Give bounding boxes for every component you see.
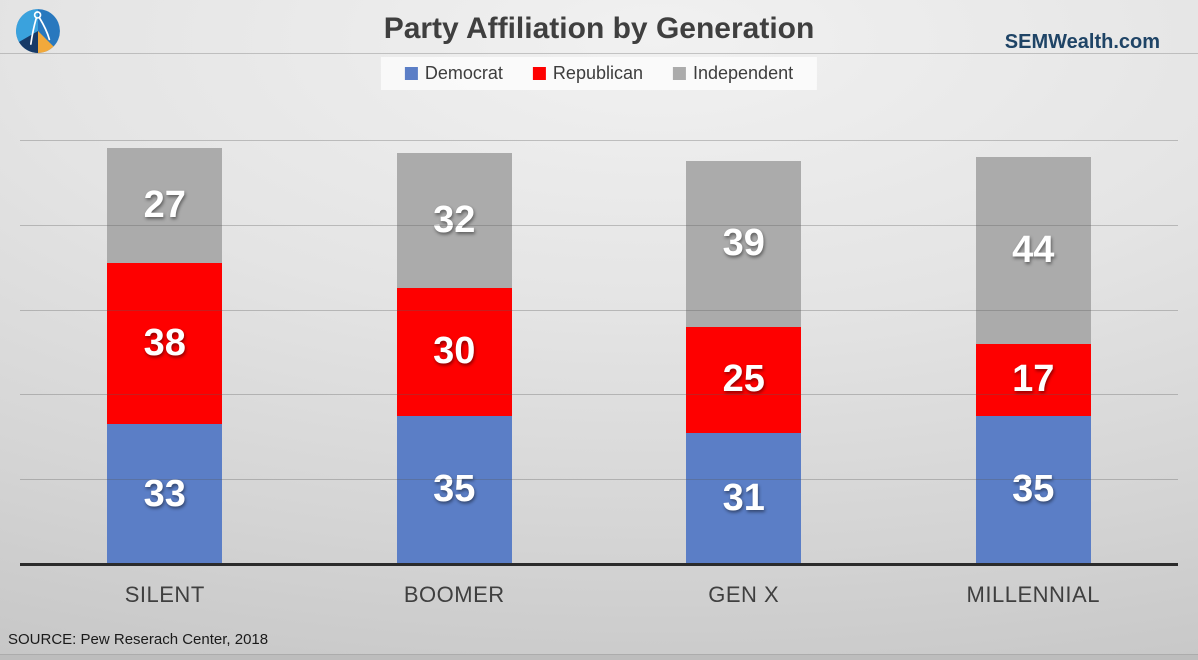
gridline	[20, 224, 1178, 226]
source-note: SOURCE: Pew Reserach Center, 2018	[8, 631, 269, 648]
page-title: Party Affiliation by Generation	[383, 12, 815, 45]
bar-segment-label: 32	[433, 199, 476, 242]
bar-segment: 38	[107, 262, 223, 425]
bar-segment-label: 35	[1012, 468, 1055, 511]
bar-segment-label: 35	[433, 468, 476, 511]
bar-segment-label: 38	[143, 322, 186, 364]
bar-segment: 35	[975, 415, 1091, 564]
gridline	[20, 309, 1178, 311]
legend-item-republican: Republican	[532, 63, 643, 84]
bar-segment-label: 44	[1012, 228, 1055, 271]
bar-segment: 32	[396, 152, 512, 289]
bar-segment: 27	[107, 148, 223, 263]
bar-segment-label: 30	[433, 330, 476, 373]
bar-segment-label: 33	[143, 472, 186, 515]
bar-segment: 31	[686, 432, 802, 564]
bar-segment: 33	[107, 424, 223, 564]
bar-segment: 30	[396, 288, 512, 416]
bar-segment: 35	[396, 415, 512, 564]
legend-item-independent: Independent	[672, 63, 794, 84]
brand-link[interactable]: SEMWealth.com	[1004, 31, 1160, 53]
legend-item-label: Independent	[692, 63, 794, 83]
bar-segment-label: 27	[143, 184, 186, 227]
category-label: GEN X	[708, 582, 780, 607]
category-label: BOOMER	[403, 582, 505, 607]
bar-segment: 17	[975, 343, 1091, 416]
bar-segment: 25	[686, 326, 802, 433]
bar-segment: 39	[686, 161, 802, 327]
footer-strip	[0, 654, 1198, 660]
legend-item-label: Democrat	[424, 63, 503, 83]
bar-segment-label: 39	[722, 222, 765, 265]
bar-segment-label: 25	[722, 358, 765, 401]
democrat-swatch-icon	[404, 67, 418, 80]
category-label: SILENT	[124, 582, 205, 607]
gridline	[20, 479, 1178, 481]
chart-legend: Democrat Republican Independent	[380, 57, 818, 90]
legend-item-label: Republican	[552, 63, 643, 83]
independent-swatch-icon	[672, 67, 686, 80]
gridline	[20, 140, 1178, 141]
category-label: MILLENNIAL	[966, 582, 1100, 607]
header-divider	[0, 53, 1198, 54]
bar-segment: 44	[975, 156, 1091, 344]
axis-line	[20, 563, 1178, 566]
bar-segment-label: 31	[722, 476, 765, 519]
gridline	[20, 394, 1178, 396]
pie-chart-compass-logo	[16, 9, 60, 53]
bar-segment-label: 17	[1012, 358, 1055, 401]
republican-swatch-icon	[532, 67, 546, 80]
legend-item-democrat: Democrat	[404, 63, 503, 84]
